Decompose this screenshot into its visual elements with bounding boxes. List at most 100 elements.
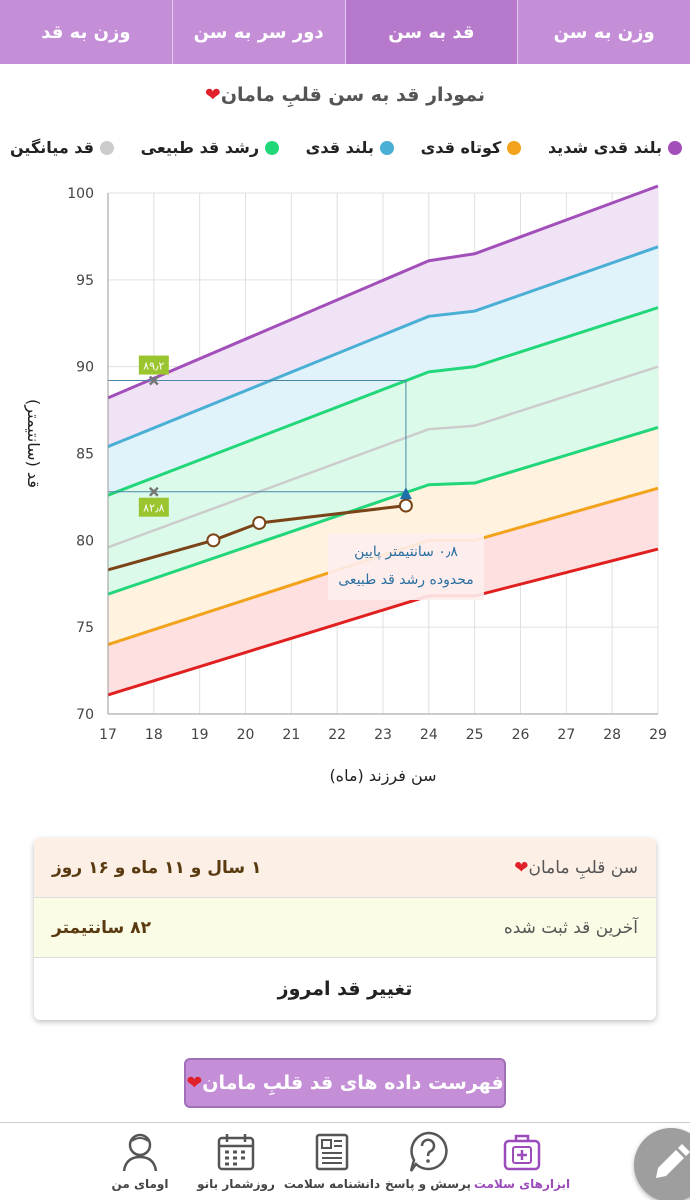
profile-icon [122, 1133, 158, 1172]
series-line-normal_lower [107, 426, 659, 596]
child-data-point [398, 498, 413, 513]
nav-calendar[interactable]: روزشمار بانو [188, 1129, 284, 1199]
legend-item-very-tall: بلند قدی شدید [548, 138, 682, 157]
nav-label: اومای من [111, 1177, 169, 1191]
chart-legend: بلند قدی شدید کوتاه قدی بلند قدی رشد قد … [10, 138, 682, 157]
x-tick-label: 28 [603, 727, 621, 743]
edit-fab[interactable] [634, 1128, 690, 1200]
x-tick-label: 17 [99, 727, 117, 743]
y-tick-label: 90 [76, 360, 94, 376]
calendar-icon [217, 1134, 255, 1171]
y-tick-label: 95 [76, 273, 94, 289]
heart-icon: ❤ [514, 857, 529, 878]
lower-reference-label-bg [138, 497, 169, 517]
height-data-list-button[interactable]: فهرست داده های قد قلبِ مامان ❤ [184, 1058, 506, 1108]
x-axis-label: سن فرزند (ماه) [329, 766, 436, 786]
child-height-line [107, 504, 407, 572]
child-data-point [252, 515, 267, 530]
x-tick-label: 18 [145, 727, 163, 743]
x-tick-label: 27 [557, 727, 575, 743]
x-tick-label: 22 [328, 727, 346, 743]
change-height-button[interactable]: تغییر قد امروز [277, 978, 413, 1000]
age-value: ۱ سال و ۱۱ ماه و ۱۶ روز [52, 857, 262, 878]
series-line-normal_upper [107, 306, 659, 497]
lower-reference-label: ۸۲٫۸ [138, 497, 169, 517]
y-tick-label: 85 [76, 447, 94, 463]
annotation-line-1: ۰٫۸ سانتیمتر پایین [354, 544, 458, 560]
band-tall [108, 246, 658, 496]
heart-icon: ❤ [204, 84, 221, 106]
age-row: سن قلبِ مامان❤ ۱ سال و ۱۱ ماه و ۱۶ روز [34, 838, 656, 898]
nav-label: پرسش و پاسخ [385, 1177, 472, 1191]
legend-dot-normal [265, 140, 280, 155]
nav-label: دانشنامه سلامت [283, 1177, 381, 1191]
x-tick-label: 24 [420, 727, 438, 743]
nav-profile[interactable]: اومای من [92, 1129, 188, 1199]
legend-dot-average [100, 140, 115, 155]
nav-encyclopedia[interactable]: دانشنامه سلامت [284, 1129, 380, 1199]
bottom-navigation: ابزارهای سلامت پرسش و پاسخ دانشنامه سلام… [0, 1122, 690, 1200]
y-tick-label: 70 [76, 707, 94, 723]
legend-item-average: قد میانگین [10, 138, 115, 157]
last-height-value: ۸۲ سانتیمتر [52, 917, 151, 938]
legend-label: کوتاه قدی [420, 138, 502, 157]
y-tick-label: 100 [67, 186, 94, 202]
nav-questions[interactable]: پرسش و پاسخ [380, 1129, 476, 1199]
legend-dot-tall [379, 140, 394, 155]
upper-reference-label-bg [138, 355, 169, 375]
x-tick-label: 19 [191, 727, 209, 743]
encyclopedia-icon [315, 1133, 349, 1171]
legend-item-tall: بلند قدی [306, 138, 394, 157]
chart-title: نمودار قد به سن قلبِ مامان❤ [0, 84, 690, 106]
legend-label: بلند قدی [305, 138, 374, 157]
upper-x-marker [148, 375, 159, 386]
y-axis-label: قد (سانتیمتر) [23, 399, 43, 488]
series-line-tall [107, 245, 659, 448]
upper-reference-label-text: ۸۹٫۲ [143, 360, 164, 373]
nav-label: روزشمار بانو [197, 1177, 275, 1191]
legend-label: بلند قدی شدید [547, 138, 662, 157]
x-tick-label: 26 [512, 727, 530, 743]
annotation-box [328, 534, 484, 600]
tab-weight-for-age[interactable]: وزن به سن [517, 0, 690, 64]
info-card: سن قلبِ مامان❤ ۱ سال و ۱۱ ماه و ۱۶ روز آ… [34, 838, 656, 1020]
x-tick-label: 21 [282, 727, 300, 743]
legend-dot-very-tall [668, 140, 682, 155]
legend-dot-short [507, 140, 522, 155]
tab-bar: وزن به سن قد به سن دور سر به سن وزن به ق… [0, 0, 690, 64]
deviation-marker [399, 487, 412, 500]
lower-reference-label-text: ۸۲٫۸ [143, 502, 164, 515]
tab-head-for-age[interactable]: دور سر به سن [171, 0, 345, 64]
nav-label: ابزارهای سلامت [473, 1177, 571, 1191]
legend-label: قد میانگین [10, 138, 95, 157]
tab-height-for-age[interactable]: قد به سن [344, 0, 518, 64]
age-label-text: سن قلبِ مامان [528, 857, 639, 878]
upper-reference-label: ۸۹٫۲ [138, 355, 169, 375]
question-icon [409, 1131, 448, 1172]
x-tick-label: 23 [374, 727, 392, 743]
x-tick-label: 25 [466, 727, 484, 743]
list-button-label: فهرست داده های قد قلبِ مامان [202, 1072, 504, 1094]
x-tick-label: 29 [649, 727, 667, 743]
legend-item-normal: رشد قد طبیعی [140, 138, 280, 157]
last-height-row: آخرین قد ثبت شده ۸۲ سانتیمتر [34, 898, 656, 958]
last-height-label: آخرین قد ثبت شده [503, 917, 638, 938]
age-label: سن قلبِ مامان❤ [514, 858, 638, 878]
series-line-average [107, 365, 659, 549]
x-tick-label: 20 [237, 727, 255, 743]
nav-health-tools[interactable]: ابزارهای سلامت [474, 1129, 570, 1199]
y-tick-label: 80 [76, 533, 94, 549]
tab-weight-for-height[interactable]: وزن به قد [0, 0, 172, 64]
pencil-icon [656, 1144, 690, 1178]
annotation-line-2: محدوده رشد قد طبیعی [338, 572, 473, 588]
child-data-point [206, 533, 221, 548]
health-kit-icon [503, 1134, 541, 1171]
series-line-very_tall [107, 184, 659, 400]
band-very_tall [108, 186, 658, 447]
y-tick-label: 75 [76, 620, 94, 636]
legend-item-short: کوتاه قدی [421, 138, 522, 157]
legend-label: رشد قد طبیعی [140, 138, 260, 157]
heart-icon: ❤ [186, 1072, 203, 1094]
lower-x-marker [148, 486, 159, 497]
band-normal_upper [108, 307, 658, 595]
